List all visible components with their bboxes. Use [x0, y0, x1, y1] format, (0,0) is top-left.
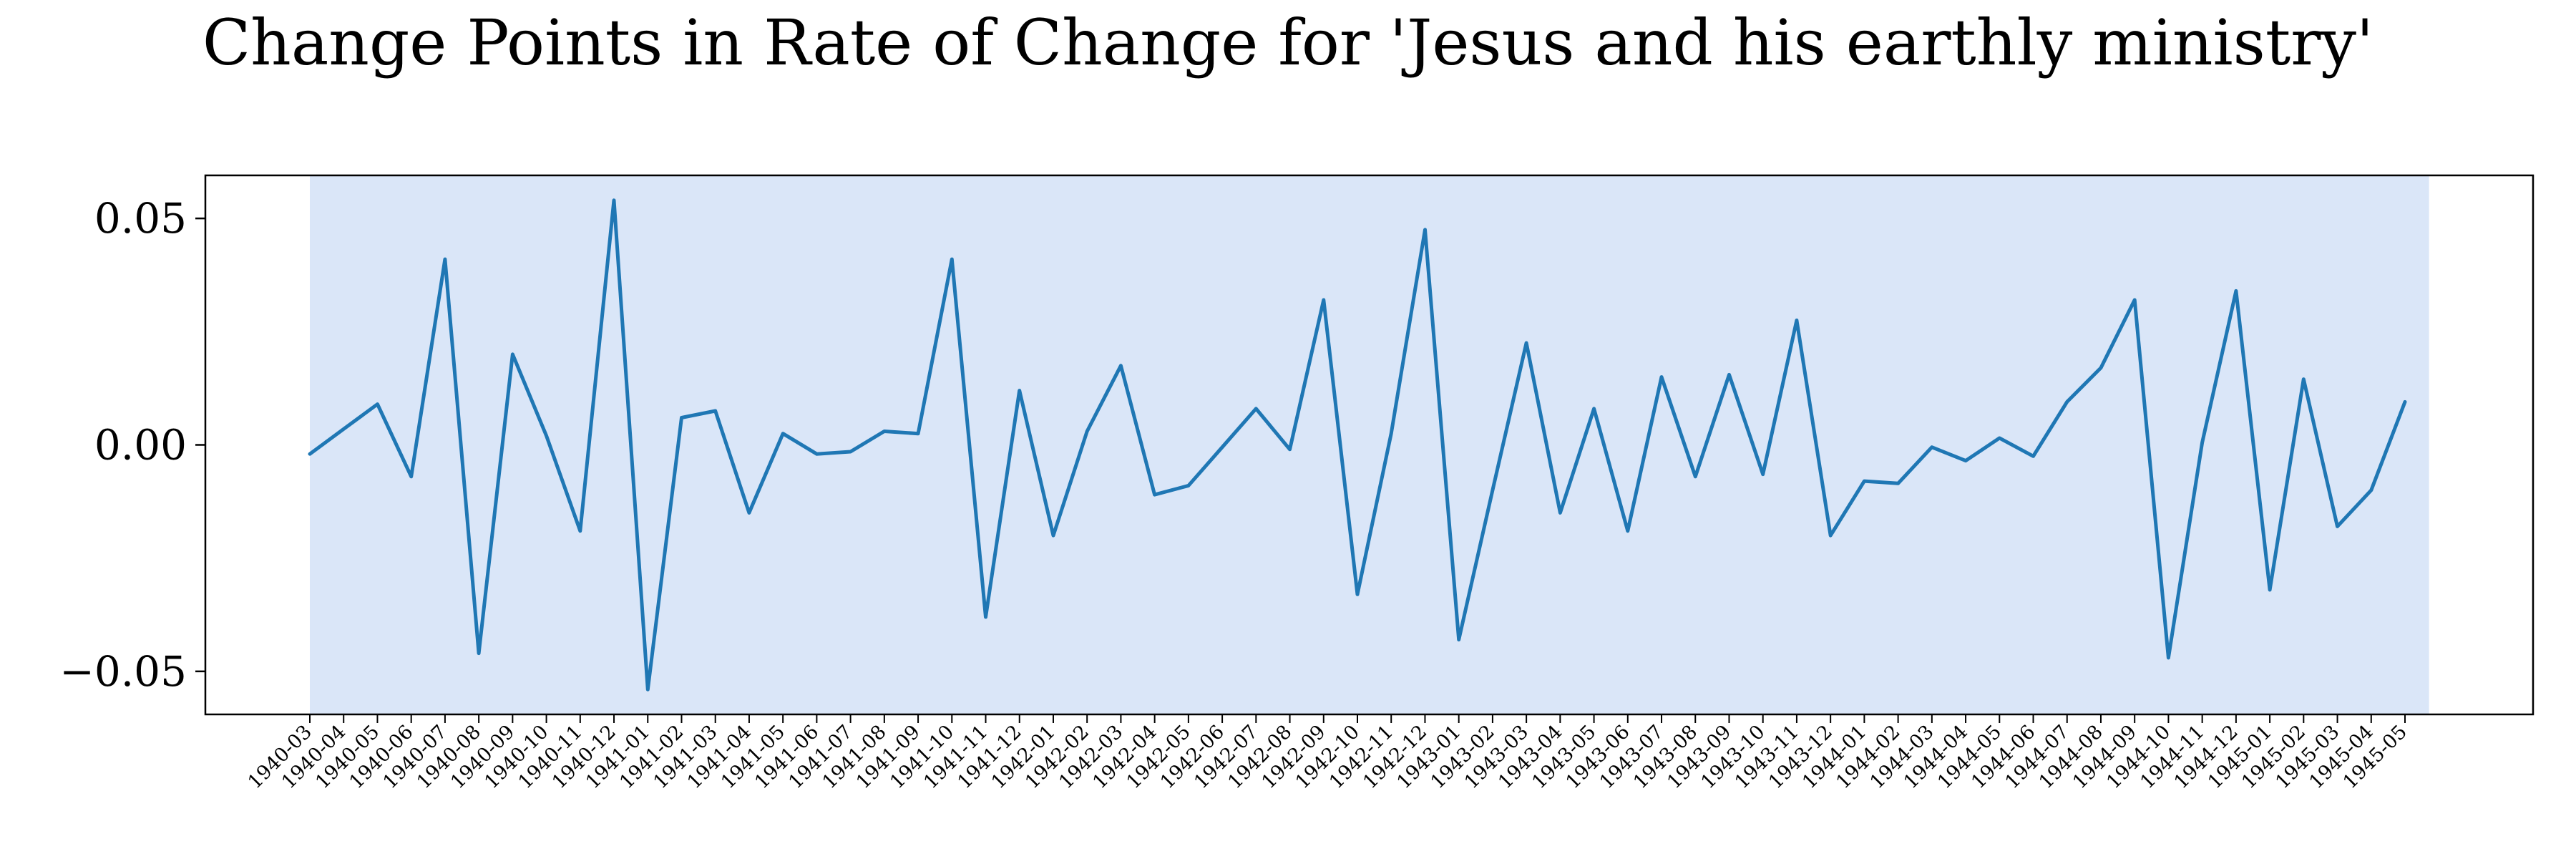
series-layer [308, 198, 2407, 691]
data-point [850, 451, 852, 452]
data-point [1390, 433, 1392, 435]
data-point [1762, 474, 1764, 475]
data-point [1255, 408, 1257, 409]
data-point [1830, 535, 1831, 536]
data-point [2337, 525, 2338, 527]
x-axis: 1940-031940-041940-051940-061940-071940-… [244, 714, 2411, 793]
data-point [715, 410, 716, 412]
data-point [1323, 299, 1324, 301]
data-point [309, 453, 311, 455]
data-point [1019, 390, 1020, 392]
data-point [546, 435, 547, 437]
data-point [1289, 449, 1291, 450]
data-point [1086, 431, 1088, 432]
chart-title: Change Points in Rate of Change for 'Jes… [202, 6, 2374, 79]
data-point [1357, 593, 1358, 595]
data-point [1863, 480, 1865, 482]
data-point [2167, 657, 2169, 659]
plot-frame [204, 174, 2534, 716]
data-point [2033, 455, 2034, 457]
data-point [816, 453, 817, 455]
y-tick-label: −0.05 [59, 647, 187, 696]
data-point [1999, 437, 2000, 439]
data-point [1796, 319, 1797, 321]
data-point [1694, 476, 1696, 477]
data-point [1188, 485, 1189, 486]
data-point [917, 433, 919, 435]
data-point [2100, 367, 2102, 369]
data-point [680, 417, 682, 419]
data-point [1526, 342, 1527, 344]
data-point [782, 433, 784, 435]
data-point [1627, 530, 1629, 532]
shaded-region-layer [310, 175, 2429, 714]
y-tick-label: 0.05 [94, 194, 187, 243]
data-point [444, 258, 446, 260]
y-tick-label: 0.00 [94, 421, 187, 470]
y-axis: 0.05 0.00 −0.05 [59, 194, 205, 696]
shaded-region [310, 175, 2429, 714]
data-point [343, 428, 344, 430]
data-point [985, 616, 987, 618]
data-point [1458, 639, 1460, 641]
